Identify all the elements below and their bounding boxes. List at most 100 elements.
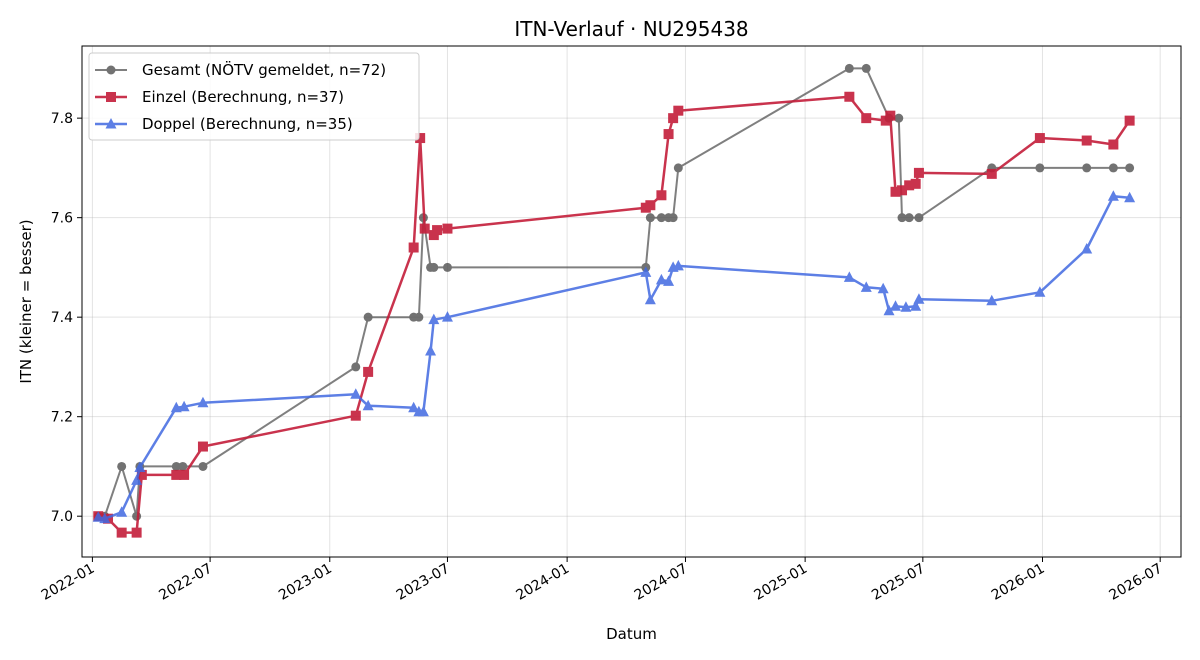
doppel-series xyxy=(92,190,1136,524)
legend-swatch-marker xyxy=(106,92,116,102)
doppel-data-point xyxy=(197,396,209,408)
einzel-data-point xyxy=(910,178,921,189)
gesamt-data-point xyxy=(897,213,907,223)
doppel-data-point xyxy=(178,400,190,412)
doppel-data-point xyxy=(1124,191,1136,203)
doppel-data-point xyxy=(1107,190,1119,201)
einzel-data-point xyxy=(656,190,667,201)
doppel-data-point xyxy=(425,345,437,356)
gesamt-data-point xyxy=(904,213,914,223)
legend-swatch xyxy=(95,92,127,102)
doppel-data-point xyxy=(1081,243,1093,254)
gesamt-data-point xyxy=(429,262,439,272)
series-layer xyxy=(92,63,1136,538)
doppel-data-point xyxy=(350,388,362,399)
doppel-data-point xyxy=(883,304,895,316)
legend: Gesamt (NÖTV gemeldet, n=72) Einzel (Bere… xyxy=(88,52,420,141)
doppel-data-point xyxy=(170,401,182,413)
doppel-data-point xyxy=(441,311,453,322)
einzel-data-point xyxy=(1124,115,1135,126)
doppel-data-point xyxy=(663,275,675,286)
gesamt-data-point xyxy=(844,63,854,73)
y-axis-title: ITN (kleiner = besser) xyxy=(17,219,35,383)
gesamt-data-point xyxy=(861,63,871,73)
doppel-data-point xyxy=(877,282,889,294)
gesamt-data-point xyxy=(363,312,373,322)
y-tick-label: 7.8 xyxy=(51,111,73,127)
einzel-data-point xyxy=(408,242,419,253)
gesamt-data-point xyxy=(1082,163,1092,173)
plot-frame xyxy=(81,45,1182,558)
einzel-data-point xyxy=(136,469,147,480)
einzel-data-point xyxy=(645,200,656,211)
doppel-data-point xyxy=(428,313,440,325)
einzel-data-point xyxy=(885,110,896,121)
doppel-data-point xyxy=(131,474,143,485)
gesamt-data-point xyxy=(645,213,655,223)
legend-label: Gesamt (NÖTV gemeldet, n=72) xyxy=(142,60,386,79)
y-tick-label: 7.4 xyxy=(51,310,73,326)
gesamt-data-point xyxy=(198,461,208,471)
doppel-data-point xyxy=(134,461,146,472)
chart-title: ITN-Verlauf · NU295438 xyxy=(514,17,748,41)
gesamt-data-point xyxy=(442,262,452,272)
gesamt-data-point xyxy=(1125,163,1135,173)
doppel-data-point xyxy=(408,401,420,413)
gesamt-data-point xyxy=(668,213,678,223)
legend-entry: Gesamt (NÖTV gemeldet, n=72) xyxy=(95,60,386,79)
doppel-data-point xyxy=(362,399,374,411)
doppel-data-point xyxy=(913,293,925,304)
doppel-data-point xyxy=(116,506,128,517)
legend-swatch-marker xyxy=(106,65,116,75)
y-tick-label: 7.2 xyxy=(51,410,73,426)
doppel-data-point xyxy=(986,294,998,306)
legend-label: Doppel (Berechnung, n=35) xyxy=(142,115,353,133)
gesamt-data-point xyxy=(1035,163,1045,173)
einzel-data-point xyxy=(844,91,855,102)
einzel-data-point xyxy=(1081,135,1092,146)
y-tick-label: 7.0 xyxy=(51,509,73,525)
einzel-data-point xyxy=(442,223,453,234)
doppel-data-point xyxy=(860,281,872,292)
doppel-data-point xyxy=(655,273,667,285)
y-tick-label: 7.6 xyxy=(51,211,73,227)
x-axis-title: Datum xyxy=(606,625,657,643)
doppel-data-point xyxy=(910,300,922,311)
einzel-data-point xyxy=(1108,139,1119,150)
legend-box xyxy=(88,52,420,141)
einzel-data-point xyxy=(179,469,190,480)
doppel-data-point xyxy=(99,512,111,524)
doppel-data-point xyxy=(672,259,684,271)
einzel-data-point xyxy=(131,527,142,538)
legend-swatch-marker xyxy=(105,118,117,129)
gesamt-data-point xyxy=(178,461,188,471)
doppel-data-point xyxy=(900,301,912,312)
gesamt-data-point xyxy=(1108,163,1118,173)
einzel-data-point xyxy=(897,185,908,196)
einzel-data-point xyxy=(673,105,684,116)
einzel-data-point xyxy=(986,168,997,179)
einzel-data-point xyxy=(861,113,872,124)
gesamt-data-point xyxy=(673,163,683,173)
einzel-data-point xyxy=(171,469,182,480)
gesamt-data-point xyxy=(117,461,127,471)
doppel-data-point xyxy=(417,405,429,417)
einzel-data-point xyxy=(904,180,915,191)
doppel-data-point xyxy=(843,271,855,282)
einzel-data-point xyxy=(890,186,901,197)
einzel-data-point xyxy=(419,223,430,234)
einzel-data-point xyxy=(663,129,674,140)
gesamt-data-point xyxy=(914,213,924,223)
legend-label: Einzel (Berechnung, n=37) xyxy=(142,88,344,106)
legend-swatch xyxy=(95,65,127,75)
einzel-data-point xyxy=(197,441,208,452)
einzel-data-point xyxy=(913,167,924,178)
doppel-data-point xyxy=(890,300,902,311)
doppel-data-point xyxy=(640,266,652,277)
doppel-data-point xyxy=(1034,286,1046,297)
einzel-data-point xyxy=(363,366,374,377)
gesamt-data-point xyxy=(894,113,904,123)
gesamt-data-point xyxy=(414,312,424,322)
doppel-data-point xyxy=(644,293,656,305)
